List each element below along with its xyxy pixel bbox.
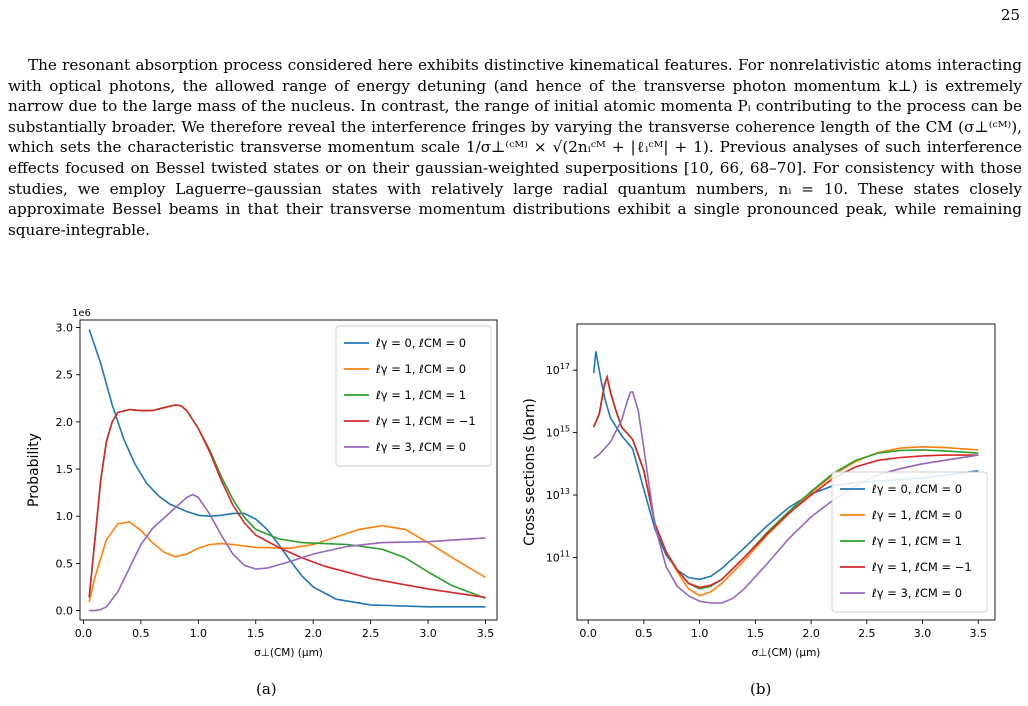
x-tick-label: 0.0 (75, 627, 93, 640)
chart-a-svg: 0.0 0.5 1.0 1.5 2.0 2.5 3.0 3.5 0.0 0.5 1.0 1.5 2.0 2… (26, 308, 498, 659)
y-tick-label: 3.0 (56, 322, 74, 335)
legend-entry-2: ℓγ = 1, ℓCM = 0 (871, 508, 962, 522)
legend-box (831, 471, 988, 613)
figure-b: 0.0 0.5 1.0 1.5 2.0 2.5 3.0 3.5 1011 1013 1015 1017… (516, 300, 1006, 669)
y-tick-label: 1015 (546, 425, 570, 440)
paragraph-text: The resonant absorption process consider… (8, 56, 1022, 239)
y-tick-label: 1.0 (56, 510, 74, 523)
x-tick-label: 2.0 (304, 627, 322, 640)
axes-frame (576, 323, 996, 621)
legend-entry-4: ℓγ = 1, ℓCM = −1 (871, 560, 972, 574)
series-line-1 (88, 329, 486, 608)
legend-entry-4: ℓγ = 1, ℓCM = −1 (375, 414, 476, 428)
page-number: 25 (1000, 6, 1020, 24)
y-tick-label: 1.5 (56, 463, 74, 476)
y-tick-label: 1011 (546, 550, 570, 565)
y-tick-label: 2.0 (56, 416, 74, 429)
y-tick-label: 1013 (546, 487, 570, 502)
y-scale-label: 1e6 (72, 308, 91, 319)
x-tick-label: 3.5 (477, 627, 495, 640)
x-tick-label: 1.5 (747, 627, 765, 640)
legend-entry-2: ℓγ = 1, ℓCM = 0 (375, 362, 466, 376)
x-tick-label: 0.5 (132, 627, 150, 640)
legend-entry-1: ℓγ = 0, ℓCM = 0 (871, 482, 962, 496)
axes-frame (79, 319, 498, 621)
x-tick-label: 3.5 (970, 627, 988, 640)
legend-entry-5: ℓγ = 3, ℓCM = 0 (375, 440, 466, 454)
x-tick-label: 1.5 (247, 627, 264, 640)
caption-b: (b) (750, 680, 772, 698)
x-tick-label: 3.0 (914, 627, 932, 640)
figure-a: 0.0 0.5 1.0 1.5 2.0 2.5 3.0 3.5 0.0 0.5 1.0 1.5 2.0 2… (20, 300, 500, 669)
x-tick-label: 2.0 (802, 627, 820, 640)
x-tick-label: 1.0 (190, 627, 208, 640)
x-tick-label: 3.0 (419, 627, 437, 640)
legend-box (335, 325, 492, 467)
legend-entry-5: ℓγ = 3, ℓCM = 0 (871, 586, 962, 600)
x-tick-label: 2.5 (858, 627, 876, 640)
y-tick-label: 2.5 (56, 369, 74, 382)
x-axis-label: σ⊥(CM) (μm) (254, 647, 323, 659)
y-tick-label: 1017 (546, 362, 570, 377)
y-axis-label: Probability (26, 433, 42, 507)
legend-entry-3: ℓγ = 1, ℓCM = 1 (871, 534, 962, 548)
y-tick-label: 0.0 (56, 605, 74, 618)
chart-b-svg: 0.0 0.5 1.0 1.5 2.0 2.5 3.0 3.5 1011 1013 1015 1017… (522, 323, 996, 659)
series-line-5 (89, 493, 486, 612)
x-tick-label: 2.5 (362, 627, 380, 640)
x-tick-label: 0.0 (579, 627, 597, 640)
body-paragraph: The resonant absorption process consider… (8, 55, 1022, 240)
x-tick-label: 1.0 (691, 627, 709, 640)
legend-entry-3: ℓγ = 1, ℓCM = 1 (375, 388, 466, 402)
series-line-4 (592, 374, 979, 589)
x-tick-label: 0.5 (635, 627, 653, 640)
y-tick-label: 0.5 (56, 557, 74, 570)
legend-entry-1: ℓγ = 0, ℓCM = 0 (375, 336, 466, 350)
series-line-2 (88, 521, 486, 603)
x-axis-label: σ⊥(CM) (μm) (752, 647, 821, 659)
y-axis-label: Cross sections (barn) (522, 398, 538, 546)
caption-a: (a) (256, 680, 277, 698)
